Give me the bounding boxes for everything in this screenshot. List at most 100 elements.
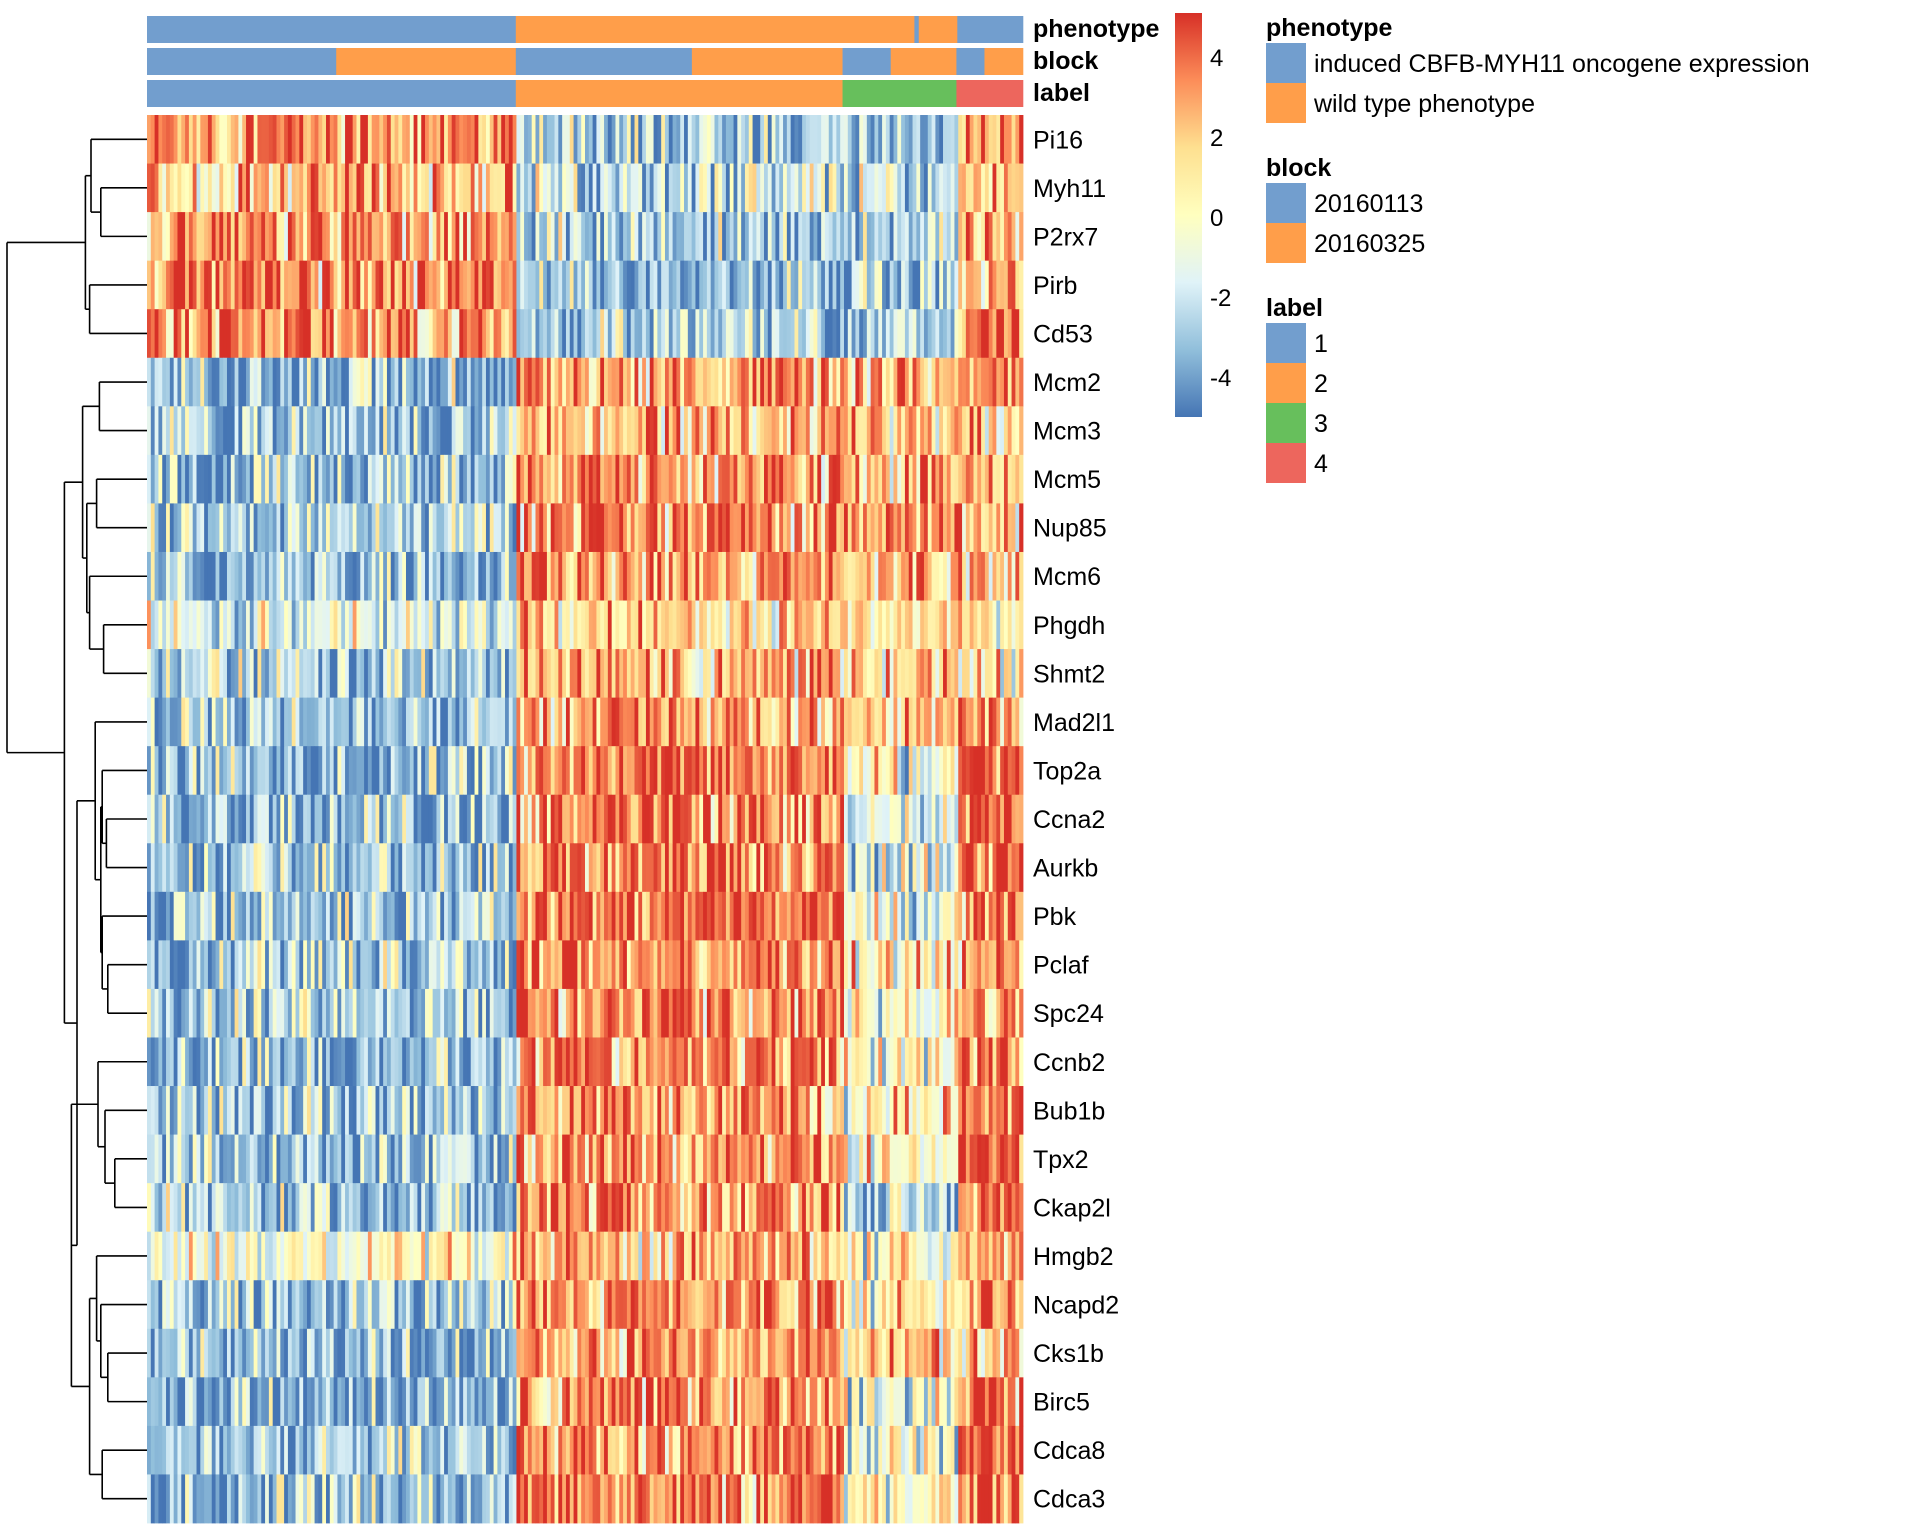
heatmap-cell xyxy=(943,1037,948,1087)
heatmap-cell xyxy=(573,794,578,844)
heatmap-cell xyxy=(912,940,917,990)
heatmap-cell xyxy=(497,843,502,893)
heatmap-cell xyxy=(954,503,959,553)
heatmap-cell xyxy=(166,600,171,650)
heatmap-cell xyxy=(268,1134,274,1184)
heatmap-cell xyxy=(390,551,395,601)
heatmap-cell xyxy=(512,843,517,893)
heatmap-cell xyxy=(699,309,704,359)
heatmap-cell xyxy=(413,1037,418,1087)
heatmap-cell xyxy=(230,746,235,796)
heatmap-cell xyxy=(466,1086,472,1135)
heatmap-cell xyxy=(676,940,681,990)
heatmap-cell xyxy=(756,1086,761,1135)
heatmap-cell xyxy=(520,551,525,601)
heatmap-cell xyxy=(345,746,350,796)
heatmap-cell xyxy=(939,600,944,650)
heatmap-cell xyxy=(996,843,1001,893)
heatmap-cell xyxy=(310,503,315,553)
heatmap-cell xyxy=(390,309,395,359)
heatmap-cell xyxy=(398,309,403,359)
heatmap-cell xyxy=(619,357,624,407)
heatmap-cell xyxy=(329,260,335,310)
heatmap-cell xyxy=(1000,503,1005,553)
heatmap-cell xyxy=(988,406,993,456)
heatmap-cell xyxy=(470,988,475,1038)
heatmap-cell xyxy=(813,406,818,456)
heatmap-cell xyxy=(207,697,213,747)
heatmap-cell xyxy=(676,406,681,456)
heatmap-cell xyxy=(314,212,319,262)
heatmap-cell xyxy=(295,697,300,747)
heatmap-cell xyxy=(889,1037,894,1087)
heatmap-cell xyxy=(691,600,696,650)
heatmap-cell xyxy=(459,551,464,601)
heatmap-cell xyxy=(630,697,635,747)
heatmap-cell xyxy=(409,649,415,699)
heatmap-cell xyxy=(798,115,803,164)
heatmap-cell xyxy=(843,794,849,844)
heatmap-cell xyxy=(329,163,335,213)
heatmap-cell xyxy=(645,843,651,893)
heatmap-cell xyxy=(805,406,811,456)
heatmap-cell xyxy=(436,697,441,747)
heatmap-cell xyxy=(916,115,921,164)
heatmap-cell xyxy=(661,600,666,650)
heatmap-cell xyxy=(394,357,399,407)
heatmap-cell xyxy=(238,357,243,407)
heatmap-cell xyxy=(611,454,616,504)
heatmap-cell xyxy=(276,697,281,747)
heatmap-cell xyxy=(923,794,929,844)
heatmap-cell xyxy=(950,551,955,601)
heatmap-cell xyxy=(398,115,403,164)
heatmap-cell xyxy=(706,1037,712,1087)
heatmap-cell xyxy=(261,163,266,213)
heatmap-cell xyxy=(859,891,864,941)
heatmap-cell xyxy=(790,988,795,1038)
heatmap-cell xyxy=(398,697,403,747)
heatmap-cell xyxy=(185,503,190,553)
heatmap-cell xyxy=(505,843,510,893)
heatmap-cell xyxy=(729,1037,734,1087)
heatmap-cell xyxy=(226,843,232,893)
heatmap-cell xyxy=(676,891,681,941)
heatmap-cell xyxy=(866,309,872,359)
heatmap-cell xyxy=(741,988,746,1038)
heatmap-cell xyxy=(207,746,213,796)
heatmap-cell xyxy=(508,454,514,504)
heatmap-cell xyxy=(425,260,430,310)
heatmap-cell xyxy=(863,649,868,699)
heatmap-cell xyxy=(988,600,993,650)
heatmap-cell xyxy=(847,309,853,359)
heatmap-cell xyxy=(699,988,704,1038)
heatmap-cell xyxy=(440,1086,445,1135)
heatmap-cell xyxy=(291,551,296,601)
heatmap-cell xyxy=(539,406,544,456)
heatmap-cell xyxy=(550,794,555,844)
heatmap-cell xyxy=(383,503,388,553)
heatmap-cell xyxy=(645,697,651,747)
heatmap-cell xyxy=(581,940,586,990)
heatmap-cell xyxy=(558,309,563,359)
heatmap-cell xyxy=(588,163,594,213)
heatmap-cell xyxy=(463,1086,468,1135)
heatmap-cell xyxy=(706,697,712,747)
heatmap-cell xyxy=(691,503,696,553)
heatmap-cell xyxy=(306,649,312,699)
heatmap-cell xyxy=(527,649,533,699)
heatmap-cell xyxy=(802,406,807,456)
heatmap-cell xyxy=(775,1037,780,1087)
heatmap-cell xyxy=(474,891,479,941)
heatmap-cell xyxy=(885,697,891,747)
heatmap-cell xyxy=(337,163,342,213)
heatmap-cell xyxy=(150,600,156,650)
heatmap-cell xyxy=(565,309,571,359)
heatmap-cell xyxy=(836,309,841,359)
annotation-segment xyxy=(336,48,517,75)
heatmap-cell xyxy=(752,503,757,553)
heatmap-cell xyxy=(927,357,932,407)
heatmap-cell xyxy=(821,163,826,213)
heatmap-cell xyxy=(703,988,708,1038)
heatmap-cell xyxy=(348,988,354,1038)
heatmap-cell xyxy=(1003,115,1009,164)
